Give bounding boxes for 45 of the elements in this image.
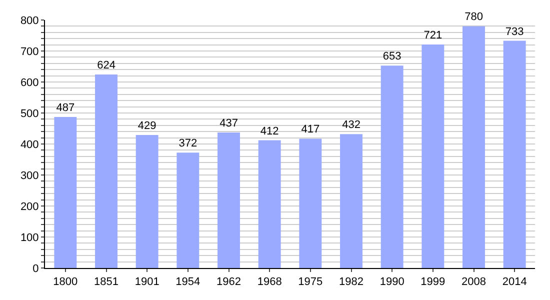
bar [54, 117, 77, 268]
x-tick-label: 2008 [462, 276, 486, 288]
bar [218, 132, 240, 268]
x-tick-label: 1990 [380, 276, 404, 288]
y-tick-label: 500 [20, 108, 39, 120]
bar [136, 135, 158, 268]
data-label: 624 [97, 60, 116, 72]
x-tick-label: 1968 [257, 276, 282, 288]
data-label: 412 [260, 125, 279, 138]
data-label: 721 [424, 29, 442, 42]
y-tick-label: 0 [32, 262, 39, 275]
y-tick-label: 100 [20, 232, 39, 244]
data-label: 372 [178, 138, 198, 150]
bar [340, 134, 362, 268]
x-tick-label: 1999 [420, 276, 446, 288]
data-label: 653 [382, 50, 402, 63]
x-tick-label: 1901 [134, 276, 160, 288]
data-label: 429 [138, 120, 156, 132]
bar [299, 138, 322, 268]
bar [462, 26, 485, 268]
data-label: 733 [505, 26, 524, 38]
data-label: 487 [56, 102, 75, 114]
x-tick-label: 2014 [502, 276, 527, 288]
x-tick-label: 1800 [53, 276, 78, 288]
bar [258, 140, 281, 268]
x-tick-label: 1962 [216, 276, 241, 288]
y-tick-label: 700 [20, 46, 39, 58]
x-tick-label: 1982 [339, 276, 364, 288]
data-label: 780 [464, 11, 483, 24]
y-tick-label: 600 [20, 76, 39, 89]
bar [380, 66, 404, 268]
bar [95, 74, 118, 268]
x-tick-label: 1975 [298, 276, 323, 288]
data-label: 437 [220, 118, 238, 130]
data-label: 417 [301, 124, 320, 136]
y-tick-label: 300 [20, 170, 39, 182]
data-label: 432 [342, 119, 360, 132]
y-tick-label: 400 [20, 138, 39, 151]
y-tick-label: 800 [20, 14, 39, 27]
y-tick-label: 200 [20, 200, 39, 213]
x-tick-label: 1851 [94, 276, 118, 288]
bar [422, 44, 444, 268]
bar [503, 40, 526, 268]
bar [176, 152, 200, 268]
x-tick-label: 1954 [176, 276, 200, 288]
